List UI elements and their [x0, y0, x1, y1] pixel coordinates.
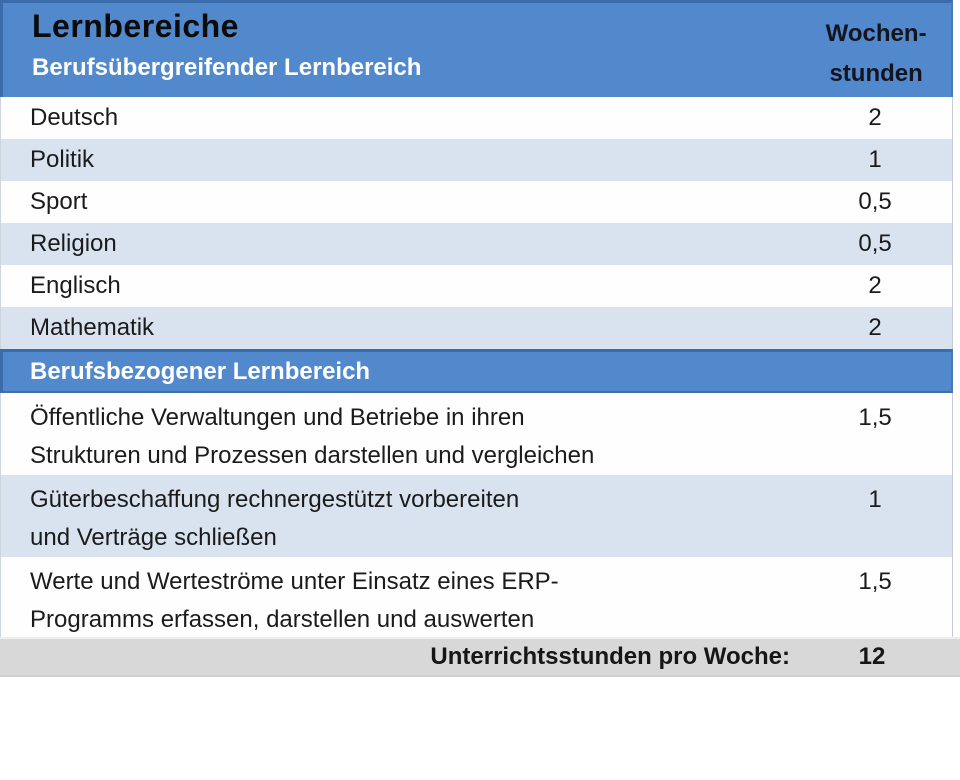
subject-line-1: Öffentliche Verwaltungen und Betriebe in… [30, 404, 525, 431]
subject-cell: Sport [30, 188, 88, 215]
hours-cell: 1,5 [858, 404, 892, 431]
hours-header-line1: Wochen- [825, 20, 927, 47]
hours-cell: 2 [868, 272, 882, 299]
hours-cell: 1 [868, 146, 882, 173]
total-row: Unterrichtsstunden pro Woche: 12 [0, 637, 960, 677]
table-row-mathematik: Mathematik 2 [0, 307, 953, 349]
table-row-deutsch: Deutsch 2 [0, 97, 953, 139]
table-row-verwaltungen: Öffentliche Verwaltungen und Betriebe in… [0, 393, 953, 475]
table-row-werte: Werte und Werteströme unter Einsatz eine… [0, 557, 953, 637]
subject-cell: Englisch [30, 272, 121, 299]
subject-line-2: Programms erfassen, darstellen und auswe… [30, 606, 535, 633]
subject-line-2: und Verträge schließen [30, 524, 277, 551]
table-header-left: Lernbereiche Berufsübergreifender Lernbe… [3, 3, 819, 97]
subject-cell: Werte und Werteströme unter Einsatz eine… [1, 563, 818, 639]
lernbereiche-table: Lernbereiche Berufsübergreifender Lernbe… [0, 0, 953, 637]
table-header: Lernbereiche Berufsübergreifender Lernbe… [0, 0, 953, 97]
hours-cell: 1,5 [858, 568, 892, 595]
table-row-englisch: Englisch 2 [0, 265, 953, 307]
hours-cell: 0,5 [858, 230, 892, 257]
subject-line-1: Güterbeschaffung rechnergestützt vorbere… [30, 486, 520, 513]
subject-cell: Deutsch [30, 104, 119, 131]
subject-cell: Religion [30, 230, 117, 257]
page-title: Lernbereiche [32, 8, 239, 44]
section-heading-label: Berufsbezogener Lernbereich [30, 357, 371, 385]
hours-cell: 0,5 [858, 188, 892, 215]
hours-cell: 2 [868, 314, 882, 341]
subject-cell: Öffentliche Verwaltungen und Betriebe in… [1, 399, 818, 475]
table-row-gueterbeschaffung: Güterbeschaffung rechnergestützt vorbere… [0, 475, 953, 557]
hours-cell: 2 [868, 104, 882, 131]
hours-column-header: Wochen- stunden [819, 3, 951, 97]
subject-cell: Mathematik [30, 314, 155, 341]
section-header-berufsbezogen: Berufsbezogener Lernbereich [0, 349, 953, 393]
hours-cell: 1 [868, 486, 882, 513]
section-heading-berufsuebergreifend: Berufsübergreifender Lernbereich [32, 54, 422, 81]
table-row-politik: Politik 1 [0, 139, 953, 181]
total-label: Unterrichtsstunden pro Woche: [430, 643, 790, 670]
subject-cell: Politik [30, 146, 95, 173]
table-row-sport: Sport 0,5 [0, 181, 953, 223]
table-row-religion: Religion 0,5 [0, 223, 953, 265]
total-value: 12 [858, 643, 886, 670]
subject-cell: Güterbeschaffung rechnergestützt vorbere… [1, 481, 818, 557]
subject-line-1: Werte und Werteströme unter Einsatz eine… [30, 568, 559, 595]
hours-header-line2: stunden [829, 60, 923, 87]
subject-line-2: Strukturen und Prozessen darstellen und … [30, 442, 595, 469]
